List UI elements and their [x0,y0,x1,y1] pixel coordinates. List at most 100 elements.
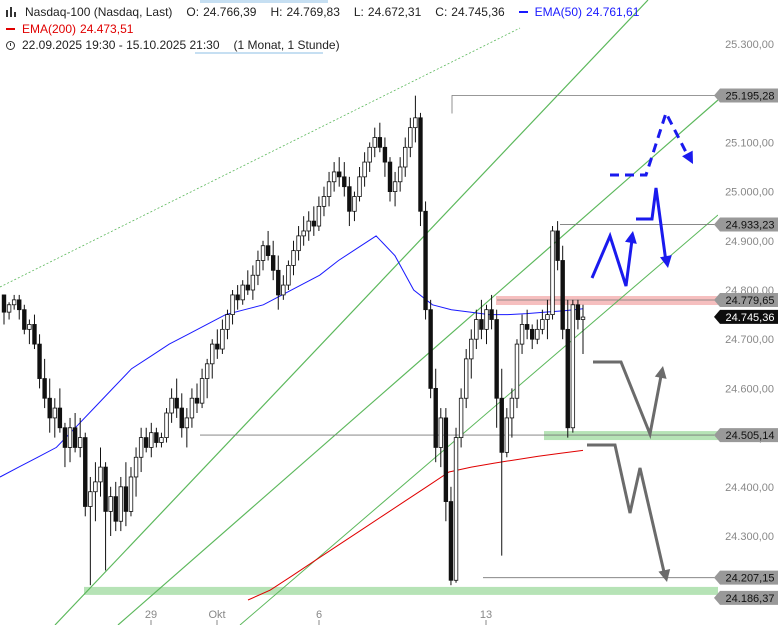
x-tick-label: 6 [316,609,322,621]
candle-body [403,146,408,168]
candle [484,304,489,345]
candle [463,349,469,409]
ema50-swatch [518,11,528,13]
candle-body [367,146,372,163]
low-value: 24.672,31 [367,5,422,19]
header-line-1: Nasdaq-100 (Nasdaq, Last) O: 24.766,39 H… [6,5,639,19]
candle [154,427,159,448]
candle-body [296,235,301,252]
candle [392,171,398,207]
candle-body [347,186,352,212]
candle [260,240,266,271]
candle [296,226,301,261]
price-label-text: 24.186,37 [726,593,775,605]
x-tick-label: 29 [145,609,157,621]
candle-body [164,412,169,439]
candle [77,417,83,458]
candle-body [37,343,42,379]
candle-body [397,166,403,183]
x-tick-label: Okt [208,609,225,621]
candle [337,157,342,187]
candle [326,171,332,207]
candle [6,302,12,320]
candle-body [72,427,78,448]
candle-body [575,304,581,320]
blue-arrow-1-head [625,231,637,244]
ema200-swatch [6,28,15,30]
price-label-text: 24.207,15 [726,573,775,585]
price-label-text: 24.505,14 [726,430,775,442]
major-support-zone [84,586,718,595]
grey-arrow-1 [593,360,663,440]
candle-body [281,284,286,296]
candle-body [184,417,190,429]
candle-body [392,181,398,192]
candle-body [138,437,144,458]
candle-body [474,319,479,340]
candle [144,427,149,453]
candle-body [77,437,83,448]
candle-body [27,324,32,330]
interval-label[interactable]: (1 Monat, 1 Stunde) [233,38,340,52]
candle [286,260,291,290]
candle [230,290,235,325]
candle [138,427,144,473]
candle [423,201,428,320]
candle-body [230,294,235,316]
candle-body [372,137,377,148]
candle [413,95,418,143]
candle [270,240,276,281]
candle [67,417,73,463]
open-label: O: [186,5,200,19]
candle-body [11,299,17,306]
price-label: 24.207,15 [714,570,778,585]
candle-body [1,294,7,313]
candle [133,447,139,497]
candle [458,388,464,448]
candle-body [580,316,586,320]
candle [47,378,52,433]
candle [347,176,352,227]
header-line-2: EMA(200) 24.473,51 [6,22,133,36]
candle [169,388,174,423]
ema50-label[interactable]: EMA(50) [534,5,583,19]
trend-line-upper [54,0,649,625]
candle [245,270,250,295]
candle-body [418,117,423,212]
header-line-3: 22.09.2025 19:30 - 15.10.2025 21:30 (1 M… [6,38,340,52]
candle-body [306,220,311,232]
candle [164,408,169,443]
candle [306,211,311,241]
candle [362,152,367,187]
level-line-high [451,95,718,114]
candle [509,388,515,438]
candle [265,230,271,261]
candle-body [108,496,113,512]
candle [565,299,570,438]
candle [42,358,47,409]
candle [215,329,220,359]
candle-body [560,260,565,330]
candle [128,467,134,517]
candle-body [240,284,245,301]
candle [235,285,240,310]
candle-body [463,358,469,399]
candle-body [519,324,525,345]
price-label-box [714,570,778,585]
candle [342,162,347,197]
y-tick-label: 25.100,00 [725,137,774,149]
candle [118,476,124,532]
ema200-line [247,449,584,601]
candle-body [342,176,347,188]
candle [88,476,93,586]
candle-body [377,137,383,148]
grey-arrow-1-head [654,366,667,379]
high-label: H: [270,5,283,19]
candle-body [22,309,27,330]
candle-body [174,397,179,409]
price-label-box [714,309,778,324]
ema200-label[interactable]: EMA(200) [22,22,77,36]
candle [530,324,535,350]
